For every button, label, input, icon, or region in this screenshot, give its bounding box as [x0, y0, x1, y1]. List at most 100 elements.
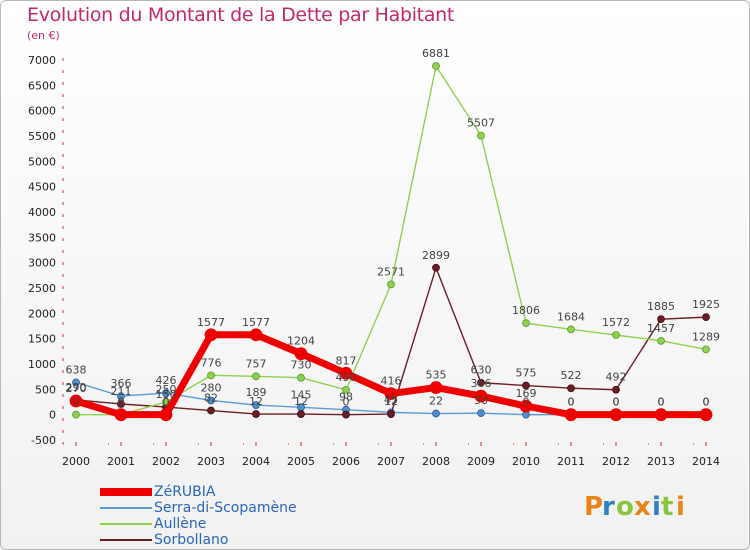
data-point: [522, 319, 530, 328]
data-label: 1572: [602, 316, 630, 329]
data-point: [474, 389, 488, 403]
data-label: 1925: [692, 298, 720, 311]
data-point: [657, 315, 665, 324]
data-label: 0: [703, 396, 710, 409]
x-tick-label: 2002: [152, 455, 180, 468]
x-tick-label: 2000: [62, 455, 90, 468]
data-label: 0: [703, 396, 710, 409]
data-point: [432, 409, 440, 418]
data-label: 145: [291, 388, 312, 401]
data-point: [294, 347, 308, 361]
svg-text:r: r: [602, 492, 615, 522]
svg-text:x: x: [634, 492, 651, 522]
data-label: 817: [336, 354, 357, 367]
data-point: [477, 409, 485, 418]
data-label: 776: [201, 356, 222, 369]
x-tick-label: 2003: [197, 455, 225, 468]
data-point: [207, 396, 215, 405]
data-label: 575: [516, 367, 537, 380]
x-tick-label: 2007: [377, 455, 405, 468]
data-label: 0: [343, 396, 350, 409]
data-point: [612, 385, 620, 394]
data-label: 211: [111, 385, 132, 398]
data-label: 0: [163, 396, 170, 409]
data-label: 270: [66, 382, 87, 395]
legend-swatch: [100, 488, 152, 496]
data-label: 0: [568, 396, 575, 409]
data-label: 12: [384, 395, 398, 408]
data-label: 0: [568, 396, 575, 409]
data-point: [297, 373, 305, 382]
data-point: [207, 371, 215, 380]
y-tick-label: 6500: [28, 79, 56, 92]
data-point: [159, 408, 173, 422]
data-point: [252, 401, 260, 409]
series-line: [76, 65, 707, 416]
y-tick-label: 0: [49, 409, 56, 422]
data-label: 30: [474, 394, 488, 407]
data-point: [432, 263, 440, 272]
data-label: 535: [426, 369, 447, 382]
x-tick-label: 2011: [557, 455, 585, 468]
data-label: 1577: [197, 316, 225, 329]
legend-label: Sorbollano: [154, 532, 229, 548]
y-tick-label: 7000: [28, 54, 56, 67]
data-label: 0: [658, 396, 665, 409]
y-tick-label: 2000: [28, 307, 56, 320]
data-label: 630: [471, 364, 492, 377]
x-tick-label: 2001: [107, 455, 135, 468]
legend-swatch: [100, 523, 152, 525]
data-label: 1289: [692, 330, 720, 343]
x-tick-label: 2013: [647, 455, 675, 468]
data-point: [117, 392, 125, 401]
data-label: 169: [516, 387, 537, 400]
data-label: 730: [291, 359, 312, 372]
svg-text:t: t: [661, 492, 673, 522]
y-tick-label: 5000: [28, 155, 56, 168]
data-point: [252, 372, 260, 381]
x-tick-label: 2006: [332, 455, 360, 468]
data-point: [204, 328, 218, 342]
data-point: [114, 408, 128, 422]
data-label: 12: [294, 395, 308, 408]
data-point: [477, 378, 485, 387]
data-label: 1204: [287, 335, 315, 348]
data-point: [297, 410, 305, 418]
data-label: 189: [246, 386, 267, 399]
data-label: 22: [429, 395, 443, 408]
data-point: [702, 313, 710, 322]
data-label: 250: [156, 383, 177, 396]
x-tick-label: 2005: [287, 455, 315, 468]
data-point: [249, 328, 263, 342]
data-point: [567, 325, 575, 334]
chart-title: Evolution du Montant de la Dette par Hab…: [27, 4, 455, 26]
data-label: 0: [118, 396, 125, 409]
data-label: 0: [613, 396, 620, 409]
y-tick-label: 1500: [28, 333, 56, 346]
data-label: 0: [613, 396, 620, 409]
data-point: [342, 385, 350, 394]
data-label: 0: [523, 396, 530, 409]
y-tick-label: 3000: [28, 257, 56, 270]
data-label: 1684: [557, 310, 585, 323]
data-label: 1885: [647, 300, 675, 313]
x-tick-label: 2014: [692, 455, 720, 468]
legend-label: ZéRUBIA: [154, 484, 216, 500]
data-label: 6881: [422, 47, 450, 60]
data-label: 280: [201, 381, 222, 394]
x-tick-label: 2012: [602, 455, 630, 468]
data-label: 757: [246, 357, 267, 370]
data-label: 366: [471, 377, 492, 390]
svg-text:i: i: [676, 492, 685, 522]
data-point: [72, 378, 80, 387]
data-point: [387, 280, 395, 289]
legend-label: Aullène: [154, 516, 207, 532]
data-point: [564, 408, 578, 422]
data-point: [429, 381, 443, 394]
legend-label: Serra-di-Scopamène: [154, 500, 297, 516]
data-label: 426: [156, 374, 177, 387]
data-label: 2899: [422, 249, 450, 262]
data-point: [162, 389, 170, 397]
data-point: [432, 62, 440, 70]
